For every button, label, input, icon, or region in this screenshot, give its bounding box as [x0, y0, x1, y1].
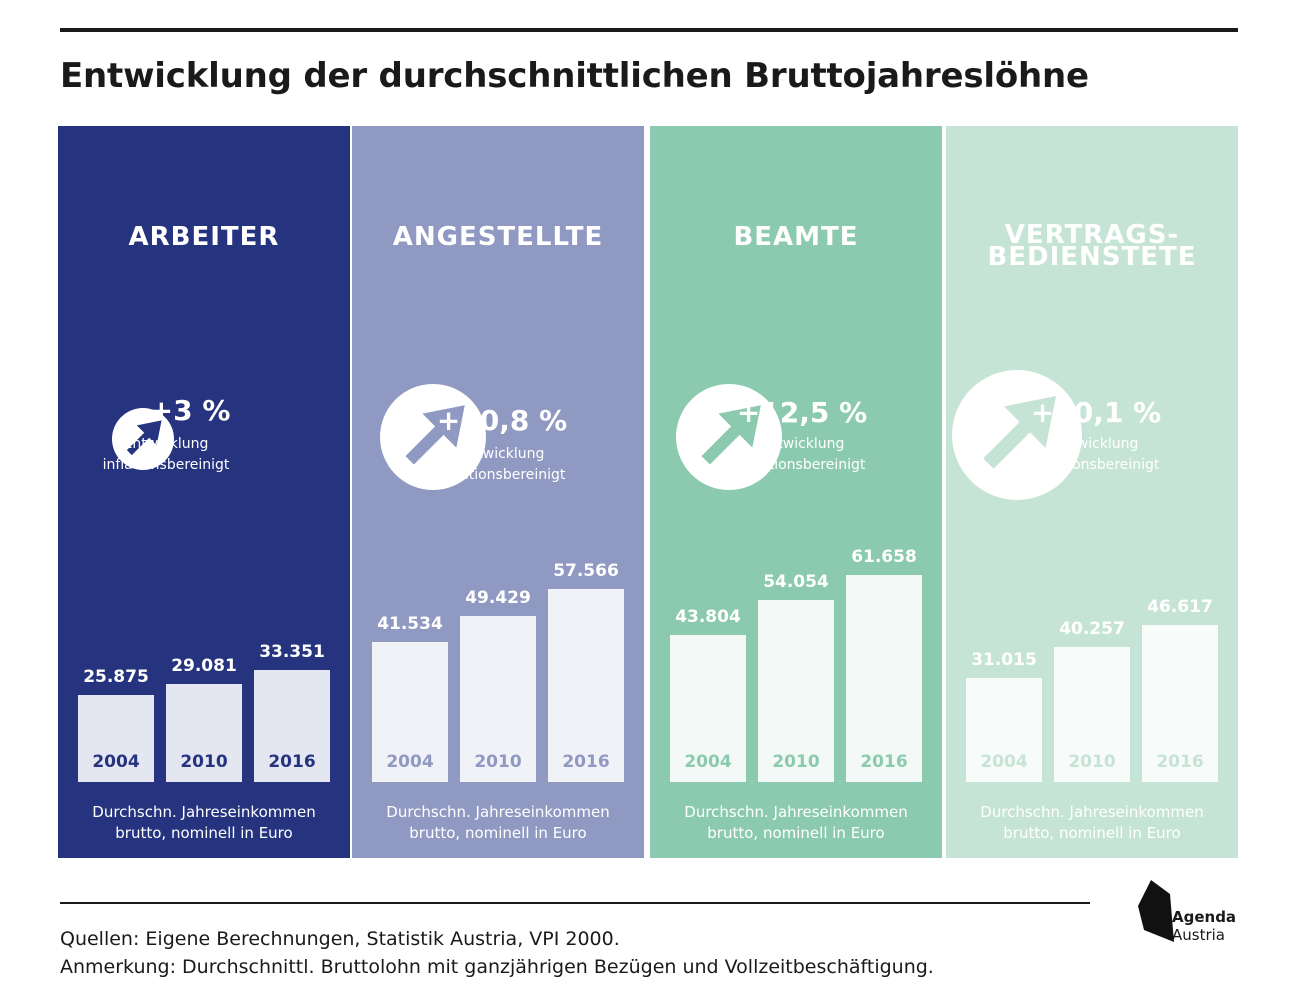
logo-line1: Agenda [1172, 908, 1237, 926]
bar-year-label: 2004 [386, 752, 434, 772]
development-label-line: Entwicklung [459, 446, 545, 462]
bar-2010 [460, 616, 536, 782]
panel-title: BEAMTE [650, 222, 942, 252]
development-label-line: inflationsbereinigt [438, 467, 566, 483]
caption-line: brutto, nominell in Euro [1003, 824, 1181, 842]
source-notes: Quellen: Eigene Berechnungen, Statistik … [60, 925, 934, 981]
development-label-line: inflationsbereinigt [738, 457, 866, 473]
bar-year-label: 2004 [980, 752, 1028, 772]
panel-caption: Durchschn. Jahreseinkommen brutto, nomine… [58, 802, 350, 844]
panel-caption: Durchschn. Jahreseinkommen brutto, nomine… [650, 802, 942, 844]
bar-year-label: 2016 [562, 752, 610, 772]
panel-title-line: VERTRAGS- [1004, 220, 1180, 250]
panel-0: ARBEITER +3 % Entwicklung inflationsbereini… [58, 126, 350, 858]
panel-caption: Durchschn. Jahreseinkommen brutto, nomine… [352, 802, 644, 844]
bar-year-label: 2016 [860, 752, 908, 772]
caption-line: Durchschn. Jahreseinkommen [92, 803, 316, 821]
development-pct: +10,8 % [436, 404, 568, 437]
bar-2004 [78, 695, 154, 782]
bar-value-label: 31.015 [971, 650, 1037, 670]
bar-value-label: 41.534 [377, 614, 443, 634]
agenda-austria-logo-icon [1138, 880, 1174, 942]
page-title: Entwicklung der durchschnittlichen Brutt… [60, 56, 1089, 96]
bar-value-label: 49.429 [465, 588, 531, 608]
development-label-line: Entwicklung [123, 436, 209, 452]
panel-title: VERTRAGS- BEDIENSTETE [946, 220, 1238, 272]
top-rule [60, 28, 1238, 32]
up-right-arrow-icon [676, 384, 782, 490]
development-pct: +20,1 % [1030, 396, 1162, 429]
development-label-line: inflationsbereinigt [1032, 457, 1160, 473]
bar-2016 [846, 575, 922, 782]
development-label-line: Entwicklung [759, 436, 845, 452]
bar-2016 [1142, 625, 1218, 782]
panel-caption: Durchschn. Jahreseinkommen brutto, nomine… [946, 802, 1238, 844]
panel-title-line: BEAMTE [733, 222, 859, 252]
bar-2004 [966, 678, 1042, 782]
panel-title-line: ANGESTELLTE [392, 222, 604, 252]
caption-line: Durchschn. Jahreseinkommen [980, 803, 1204, 821]
bar-year-label: 2010 [474, 752, 522, 772]
bar-value-label: 25.875 [83, 667, 149, 687]
development-pct: +12,5 % [736, 396, 868, 429]
panel-2: BEAMTE +12,5 % Entwicklung inflationsberein… [650, 126, 942, 858]
development-label: Entwicklung inflationsbereinigt [86, 434, 246, 476]
bar-value-label: 54.054 [763, 572, 829, 592]
up-right-arrow-icon [952, 370, 1082, 500]
bar-2004 [670, 635, 746, 782]
bottom-rule [60, 902, 1090, 904]
development-label-line: inflationsbereinigt [102, 457, 230, 473]
bar-year-label: 2016 [268, 752, 316, 772]
bar-2010 [758, 600, 834, 782]
bar-value-label: 40.257 [1059, 619, 1125, 639]
sources-text: Quellen: Eigene Berechnungen, Statistik … [60, 928, 620, 950]
panel-title: ARBEITER [58, 222, 350, 252]
bar-value-label: 61.658 [851, 547, 917, 567]
bar-value-label: 43.804 [675, 607, 741, 627]
panel-1: ANGESTELLTE +10,8 % Entwicklung inflationsb… [352, 126, 644, 858]
bar-2016 [548, 589, 624, 782]
logo-text: Agenda Austria [1172, 908, 1236, 944]
bar-year-label: 2010 [180, 752, 228, 772]
caption-line: brutto, nominell in Euro [409, 824, 587, 842]
caption-line: brutto, nominell in Euro [115, 824, 293, 842]
bar-year-label: 2004 [684, 752, 732, 772]
caption-line: brutto, nominell in Euro [707, 824, 885, 842]
development-label: Entwicklung inflationsbereinigt [1016, 434, 1176, 476]
development-pct: +3 % [149, 394, 231, 427]
bar-value-label: 33.351 [259, 642, 325, 662]
bar-2016 [254, 670, 330, 782]
panel-3: VERTRAGS- BEDIENSTETE +20,1 % Entwicklung in… [946, 126, 1238, 858]
bar-2010 [166, 684, 242, 782]
panel-title-line: ARBEITER [128, 222, 280, 252]
caption-line: Durchschn. Jahreseinkommen [386, 803, 610, 821]
bar-value-label: 46.617 [1147, 597, 1213, 617]
bar-year-label: 2010 [1068, 752, 1116, 772]
bar-2004 [372, 642, 448, 782]
bar-year-label: 2016 [1156, 752, 1204, 772]
up-right-arrow-icon [380, 384, 486, 490]
development-label: Entwicklung inflationsbereinigt [722, 434, 882, 476]
development-label: Entwicklung inflationsbereinigt [422, 444, 582, 486]
caption-line: Durchschn. Jahreseinkommen [684, 803, 908, 821]
bar-value-label: 29.081 [171, 656, 237, 676]
bar-value-label: 57.566 [553, 561, 619, 581]
bar-year-label: 2010 [772, 752, 820, 772]
panel-title: ANGESTELLTE [352, 222, 644, 252]
bar-year-label: 2004 [92, 752, 140, 772]
development-label-line: Entwicklung [1053, 436, 1139, 452]
bar-2010 [1054, 647, 1130, 782]
logo-line2: Austria [1172, 926, 1225, 944]
note-text: Anmerkung: Durchschnittl. Bruttolohn mit… [60, 956, 934, 978]
panel-title-line: BEDIENSTETE [987, 242, 1197, 272]
up-right-arrow-icon [112, 408, 174, 470]
